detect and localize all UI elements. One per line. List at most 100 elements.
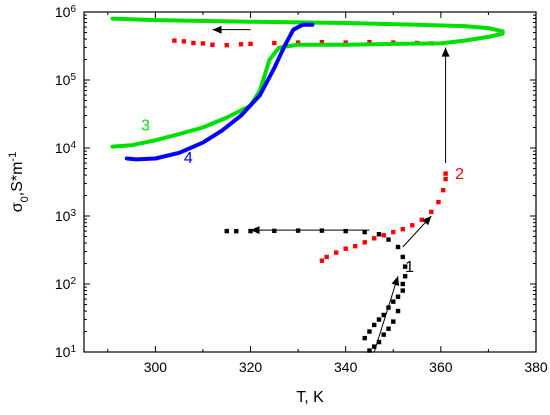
arrow-head — [391, 276, 400, 286]
x-tick-label: 340 — [334, 359, 358, 375]
series-1-point — [362, 229, 367, 235]
series-2-point — [400, 226, 405, 232]
series-1-point — [372, 322, 377, 328]
series-2-point — [324, 254, 329, 260]
series-1-point — [224, 228, 229, 234]
series-2-point — [391, 229, 396, 235]
series-1-point — [248, 228, 253, 234]
series-1-point — [376, 317, 382, 322]
series-2-point — [210, 42, 215, 47]
series-2-point — [353, 243, 358, 249]
series-2-point — [181, 39, 187, 44]
series-1-point — [402, 274, 408, 279]
series-2-point — [367, 39, 372, 45]
series-1-point — [367, 348, 372, 353]
series-1-point — [395, 294, 401, 299]
series-2-point — [295, 40, 301, 45]
series-1-point — [234, 228, 239, 234]
y-axis-title: σ0,S*m-1 — [7, 152, 31, 212]
series-1-point — [400, 281, 405, 287]
series-2-point — [319, 39, 325, 45]
series-label-2: 2 — [455, 166, 464, 183]
series-3 — [110, 16, 505, 149]
y-tick-label: 102 — [55, 276, 77, 293]
series-4 — [124, 22, 315, 162]
plot-border — [83, 11, 537, 353]
series-layer — [110, 16, 505, 353]
series-2-point — [191, 40, 196, 46]
series-labels: 1 2 3 4 — [141, 118, 464, 276]
series-1-point — [381, 312, 386, 318]
x-tick-label: 360 — [429, 359, 453, 375]
series-2-point — [441, 187, 446, 193]
series-2-point — [172, 38, 177, 43]
y-axis-title-symbol: σ — [9, 202, 26, 212]
series-1-point — [400, 288, 405, 293]
series-2-point — [362, 240, 367, 245]
series-1-point — [386, 326, 391, 331]
series-2-point — [372, 236, 377, 241]
series-1-point — [362, 335, 367, 341]
series-2-point — [333, 250, 339, 255]
series-label-4: 4 — [184, 150, 193, 167]
series-2-point — [419, 217, 425, 222]
y-axis-title-superscript: -1 — [7, 152, 19, 162]
series-2-point — [343, 246, 348, 251]
series-1-point — [391, 299, 396, 304]
x-tick-label: 320 — [239, 359, 263, 375]
series-2-point — [319, 258, 325, 263]
series-4-line — [124, 22, 315, 162]
series-2-point — [238, 42, 244, 47]
x-tick-label: 300 — [144, 359, 168, 375]
series-1-point — [376, 339, 382, 345]
plot-frame — [83, 11, 537, 353]
series-2-point — [410, 223, 415, 228]
annotation-arrow — [212, 25, 251, 34]
series-1-point — [400, 254, 405, 260]
series-2-point — [443, 171, 448, 176]
series-2-point — [436, 199, 441, 205]
series-2-point — [248, 41, 253, 47]
series-1-point — [391, 319, 396, 324]
arrow-head — [212, 25, 222, 34]
series-2 — [319, 171, 448, 263]
series-2-point — [429, 209, 434, 215]
series-3-line — [110, 16, 505, 149]
y-tick-label: 105 — [55, 72, 77, 89]
series-2-point — [200, 41, 206, 46]
series-1-point — [386, 237, 391, 242]
y-axis-title-unit: ,S*m — [9, 162, 26, 197]
y-tick-label: 101 — [55, 344, 77, 361]
arrow-head — [441, 47, 450, 57]
arrow-head — [250, 226, 260, 235]
series-1-point — [395, 308, 401, 314]
annotation-arrow — [250, 226, 370, 235]
y-tick-label: 106 — [55, 4, 77, 21]
series-1-point — [376, 231, 382, 237]
series-2-point — [381, 233, 386, 238]
series-1-point — [367, 329, 372, 334]
series-2-point — [443, 176, 448, 182]
series-1-point — [343, 228, 348, 234]
annotation-arrows — [212, 25, 450, 353]
svg-text:σ0,S*m-1: σ0,S*m-1 — [7, 152, 31, 212]
annotation-arrow — [373, 276, 400, 353]
y-axis: 101 102 103 104 105 106 — [55, 4, 536, 361]
series-label-1: 1 — [405, 259, 414, 276]
y-tick-label: 103 — [55, 208, 77, 225]
series-2-point — [272, 40, 277, 46]
series-1-point — [402, 264, 408, 269]
annotation-arrow — [441, 47, 450, 164]
series-1-point — [395, 244, 401, 250]
series-1-point — [272, 228, 277, 234]
y-tick-label: 104 — [55, 140, 77, 157]
arrow-shaft — [373, 276, 399, 353]
series-2-point — [224, 42, 229, 48]
x-axis-title: T, K — [296, 389, 324, 406]
y-axis-title-subscript: 0 — [19, 196, 31, 202]
series-1-point — [372, 344, 377, 349]
arrow-head — [422, 216, 432, 226]
x-axis: 300 320 340 360 380 — [107, 12, 548, 375]
annotation-arrow — [402, 215, 432, 248]
